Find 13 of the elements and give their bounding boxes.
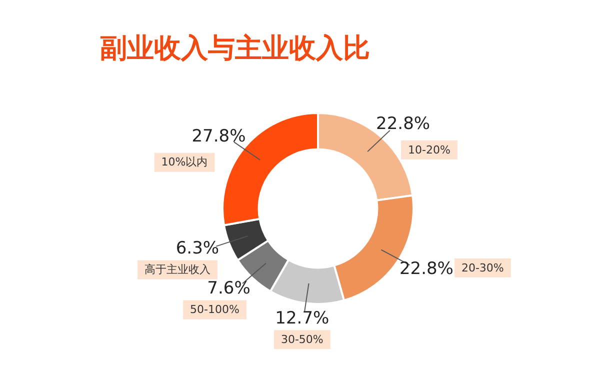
data-label: 27.8% xyxy=(192,126,246,146)
data-label: 22.8% xyxy=(399,258,454,279)
slice-label: 10%以内 xyxy=(161,156,208,169)
data-label: 22.8% xyxy=(376,114,430,134)
chart-title: 副业收入与主业收入比 xyxy=(100,32,370,66)
data-label: 12.7% xyxy=(275,308,330,329)
slice-label: 高于主业收入 xyxy=(144,263,210,276)
slice-label: 50-100% xyxy=(190,303,240,316)
slice-label: 10-20% xyxy=(408,143,450,156)
slice-label: 30-50% xyxy=(280,333,324,346)
data-label: 7.6% xyxy=(207,278,250,299)
slice-label: 20-30% xyxy=(461,261,504,274)
data-label: 6.3% xyxy=(176,238,220,259)
